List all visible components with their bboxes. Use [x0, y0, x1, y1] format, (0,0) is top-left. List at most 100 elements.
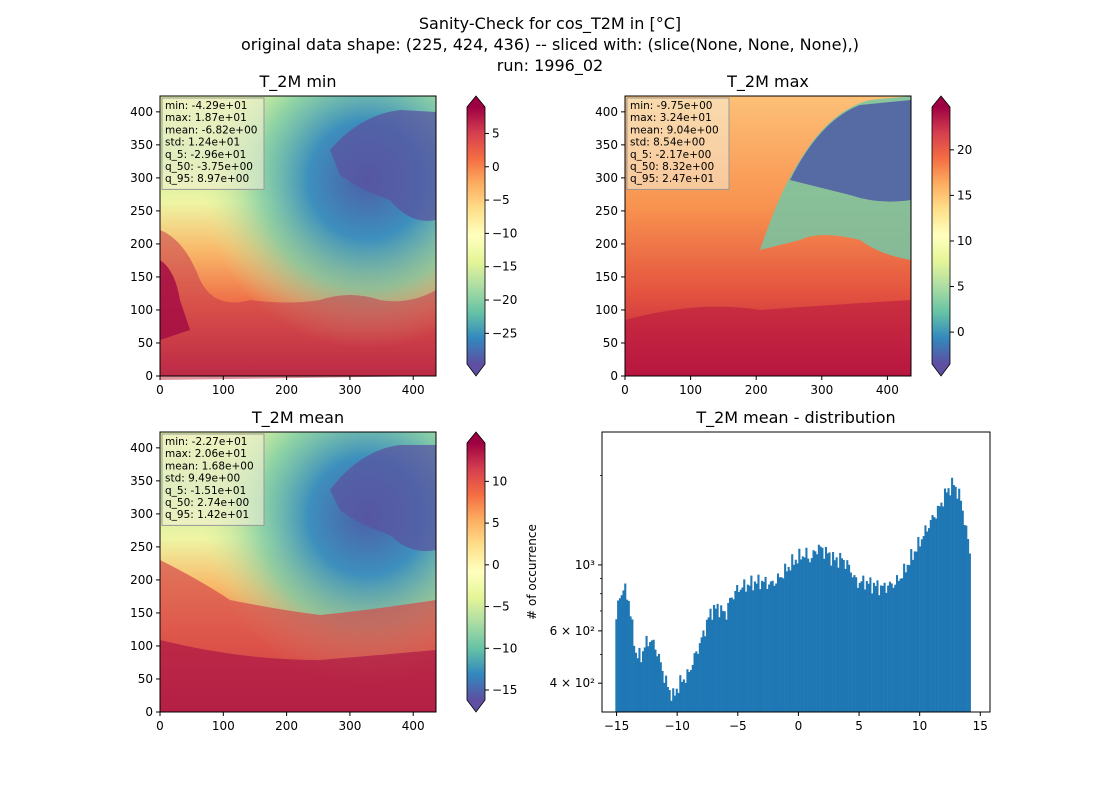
- histogram-bar: [855, 577, 858, 712]
- map-min-ocean-region: [160, 260, 190, 340]
- histogram-bar: [851, 577, 854, 712]
- map-min-colorbar-tick-label: −20: [492, 293, 517, 307]
- histogram-bar: [729, 597, 732, 712]
- histogram-bar: [755, 583, 758, 712]
- map-max-stats-line: q_95: 2.47e+01: [630, 173, 714, 185]
- histogram-bar: [665, 675, 668, 712]
- histogram-bar: [759, 589, 762, 712]
- histogram-bar: [883, 582, 886, 712]
- histogram-bar: [679, 675, 682, 712]
- map-mean-xtick-label: 200: [275, 719, 298, 733]
- histogram-bar: [622, 590, 625, 712]
- histogram-bar: [812, 550, 815, 712]
- histogram-bar: [673, 695, 677, 712]
- histogram-bar: [800, 559, 803, 712]
- histogram-bar: [695, 651, 698, 712]
- histogram-bar: [954, 486, 957, 712]
- colorbar-mean-bottom-arrow: [467, 700, 485, 712]
- histogram-bar: [666, 686, 669, 712]
- histogram-bar: [704, 636, 707, 712]
- histogram-bar: [872, 582, 875, 712]
- map-mean-stats-line: std: 9.49e+00: [165, 473, 240, 485]
- histogram-xtick-label: 5: [855, 719, 863, 733]
- histogram-bar: [707, 617, 710, 712]
- map-min-frame: [159, 95, 437, 377]
- histogram-bar: [647, 646, 650, 712]
- histogram-bar: [871, 593, 874, 712]
- histogram-bar: [730, 597, 733, 712]
- histogram-bar: [714, 608, 717, 712]
- histogram-bar: [702, 630, 705, 712]
- histogram-bar: [748, 585, 751, 712]
- map-min-xtick-label: 200: [275, 383, 298, 397]
- histogram-bar: [890, 583, 893, 712]
- histogram-bar: [739, 589, 742, 712]
- histogram-xtick-label: 10: [912, 719, 927, 733]
- histogram-bar: [771, 580, 774, 712]
- histogram-bar: [864, 589, 867, 712]
- histogram-bar: [627, 600, 630, 712]
- histogram-bar: [839, 552, 842, 712]
- histogram-bar: [808, 562, 812, 712]
- histogram-bar: [897, 580, 900, 712]
- histogram-bar: [837, 567, 840, 712]
- histogram-bar: [776, 573, 780, 712]
- map-max-ytick-label: 350: [595, 138, 618, 152]
- histogram-bar: [752, 590, 755, 712]
- histogram-bar: [927, 528, 931, 712]
- histogram-bar: [711, 619, 714, 712]
- map-mean-scandinavia: [330, 445, 436, 551]
- histogram-bar: [878, 595, 881, 712]
- map-mean-cold-region: [160, 432, 436, 712]
- histogram-bar: [785, 571, 788, 712]
- histogram-bar: [633, 645, 636, 712]
- histogram-bar: [959, 500, 963, 712]
- histogram-bar: [821, 547, 824, 712]
- map-max-scandinavia: [790, 100, 911, 202]
- histogram-bar: [913, 551, 916, 712]
- histogram-bar: [824, 546, 828, 712]
- histogram-bar: [700, 637, 703, 712]
- histogram-bar: [727, 602, 730, 712]
- map-min-ytick-label: 400: [130, 105, 153, 119]
- histogram-frame: [601, 431, 991, 713]
- figure-title-line-3: run: 1996_02: [496, 56, 604, 75]
- colorbar-max: [931, 95, 951, 377]
- map-min-colorbar-tick-label: −5: [492, 193, 510, 207]
- map-mean-ytick-label: 250: [130, 540, 153, 554]
- map-max-south-region: [625, 300, 911, 376]
- map-mean-colorbar-tick-label: 5: [492, 516, 500, 530]
- map-max-colorbar-tick-label: 5: [957, 280, 965, 294]
- map-mean-colorbar-tick-label: −10: [492, 641, 517, 655]
- histogram-bar: [787, 566, 790, 712]
- histogram-bar: [901, 578, 904, 712]
- map-mean-xtick-label: 100: [212, 719, 235, 733]
- histogram-bar: [743, 579, 746, 712]
- map-max-panel: [624, 95, 912, 377]
- map-max-stats-line: min: -9.75e+00: [630, 100, 712, 112]
- map-mean-colorbar-tick-label: 0: [492, 558, 500, 572]
- histogram-bar: [849, 572, 852, 712]
- histogram-xtick-label: 15: [973, 719, 988, 733]
- map-max-stats-line: q_50: 8.32e+00: [630, 161, 714, 173]
- histogram-bar: [721, 610, 724, 712]
- histogram-bar: [716, 603, 719, 712]
- histogram-bar: [638, 647, 641, 712]
- map-max-ytick-label: 150: [595, 270, 618, 284]
- map-max-colorbar-tick-label: 10: [957, 234, 972, 248]
- histogram-bar: [917, 536, 920, 712]
- map-min-ytick-label: 300: [130, 171, 153, 185]
- histogram-bar: [663, 682, 666, 712]
- histogram-bar: [956, 498, 959, 712]
- histogram-bar: [888, 581, 891, 712]
- map-min-colorbar-tick-label: −25: [492, 326, 517, 340]
- map-mean-field: [160, 432, 436, 712]
- histogram-bar: [823, 558, 826, 712]
- map-mean-xtick-label: 400: [402, 719, 425, 733]
- histogram-bar: [887, 585, 890, 712]
- map-min-scandinavia: [330, 110, 436, 221]
- histogram-bar: [826, 553, 829, 712]
- colorbar-max-bottom-arrow: [932, 364, 950, 376]
- map-max-stats-line: max: 3.24e+01: [630, 112, 712, 124]
